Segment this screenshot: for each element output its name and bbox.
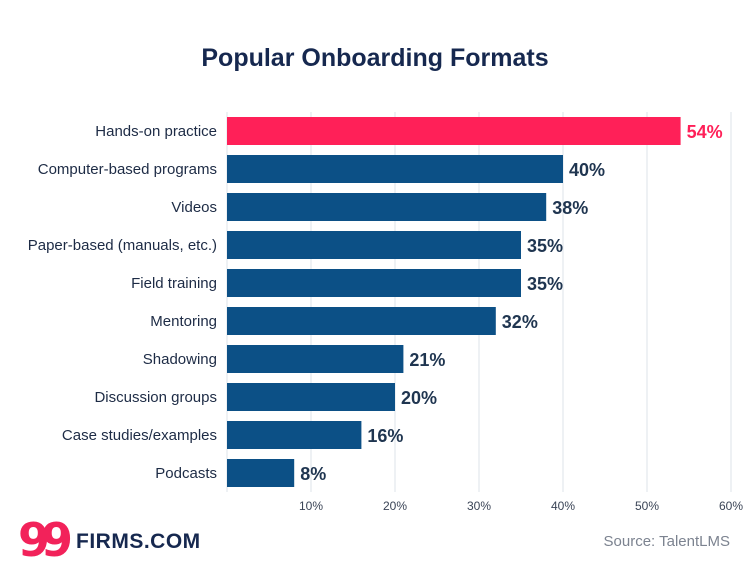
value-label: 32%	[502, 312, 538, 332]
value-label: 21%	[409, 350, 445, 370]
category-label: Videos	[171, 199, 217, 216]
category-label: Case studies/examples	[62, 427, 217, 444]
value-label: 8%	[300, 464, 326, 484]
firms-logo: 99 FIRMS.COM	[18, 513, 201, 567]
category-label: Computer-based programs	[38, 161, 217, 178]
x-tick-label: 10%	[299, 499, 323, 513]
category-label: Paper-based (manuals, etc.)	[28, 237, 217, 254]
category-label: Field training	[131, 275, 217, 292]
x-tick-label: 40%	[551, 499, 575, 513]
bar	[227, 231, 521, 259]
bar	[227, 421, 362, 449]
x-tick-label: 50%	[635, 499, 659, 513]
category-label: Hands-on practice	[95, 123, 217, 140]
logo-mark: 99	[18, 513, 73, 567]
bar	[227, 193, 547, 221]
x-tick-label: 30%	[467, 499, 491, 513]
logo-text: FIRMS.COM	[76, 530, 201, 553]
chart-title: Popular Onboarding Formats	[201, 44, 549, 72]
bar	[227, 345, 404, 373]
category-label: Shadowing	[143, 351, 217, 368]
bar	[227, 383, 395, 411]
x-tick-label: 20%	[383, 499, 407, 513]
value-label: 35%	[527, 236, 563, 256]
bar	[227, 117, 681, 145]
category-label: Podcasts	[155, 465, 217, 482]
value-label: 40%	[569, 160, 605, 180]
value-label: 38%	[552, 198, 588, 218]
value-label: 16%	[367, 426, 403, 446]
x-tick-label: 60%	[719, 499, 743, 513]
value-label: 54%	[687, 122, 723, 142]
bar	[227, 459, 295, 487]
source-note: Source: TalentLMS	[603, 533, 730, 550]
category-label: Mentoring	[150, 313, 217, 330]
category-label: Discussion groups	[94, 389, 217, 406]
value-label: 20%	[401, 388, 437, 408]
bar	[227, 307, 496, 335]
bar	[227, 269, 521, 297]
bar	[227, 155, 563, 183]
value-label: 35%	[527, 274, 563, 294]
